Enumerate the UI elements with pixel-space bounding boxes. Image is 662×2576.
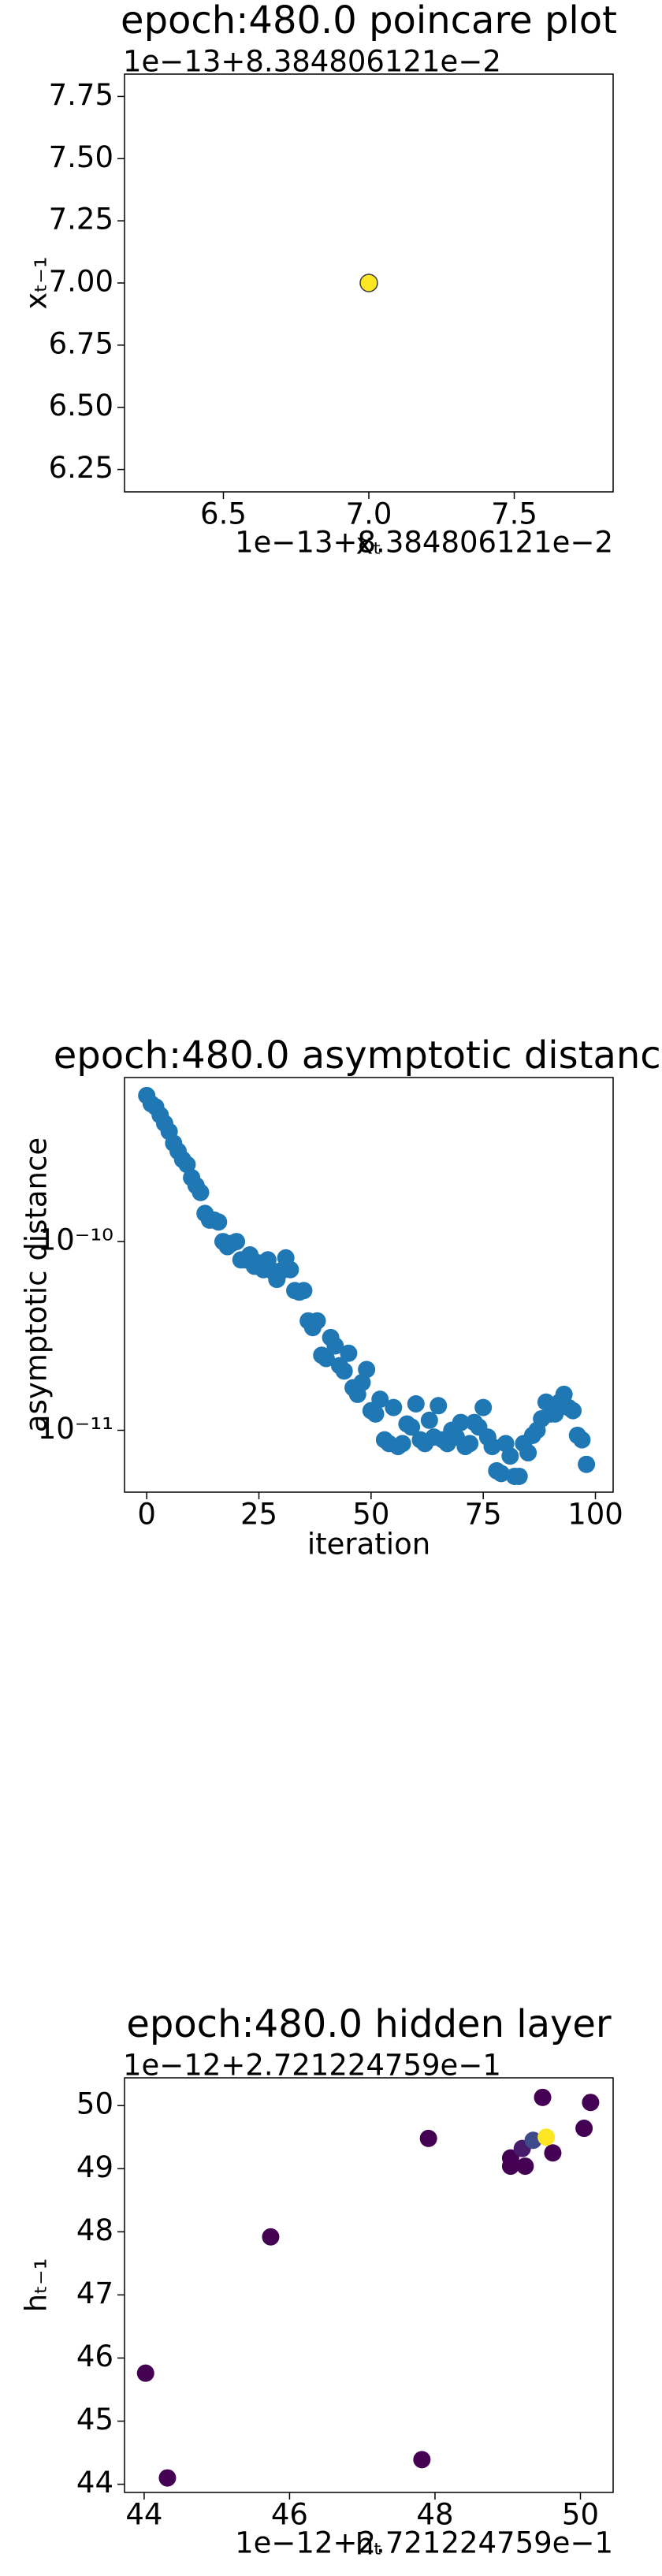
- point: [393, 1435, 411, 1453]
- point: [228, 1233, 246, 1251]
- x-axis-label: xₜ: [356, 527, 382, 561]
- point: [192, 1183, 210, 1201]
- x-tick-label: 50: [352, 1498, 389, 1532]
- offset-text: 1e−13+8.384806121e−2: [123, 45, 501, 79]
- point: [492, 1465, 510, 1483]
- point: [519, 1444, 537, 1462]
- point: [295, 1282, 313, 1300]
- y-tick-label: 10⁻¹⁰: [38, 1223, 113, 1257]
- point: [335, 1362, 353, 1380]
- point: [359, 274, 378, 292]
- y-tick-label: 47: [76, 2276, 113, 2310]
- point: [340, 1344, 358, 1362]
- x-axis-label: hₜ: [355, 2528, 382, 2562]
- point: [308, 1312, 326, 1330]
- point: [262, 2228, 280, 2246]
- point: [366, 1405, 385, 1423]
- point: [452, 1413, 470, 1431]
- x-tick-label: 100: [567, 1498, 623, 1532]
- y-tick-label: 50: [76, 2087, 113, 2121]
- x-tick-label: 7.0: [346, 497, 392, 531]
- point: [403, 1418, 421, 1436]
- plot-area: [124, 2077, 614, 2493]
- y-tick-label: 44: [76, 2466, 113, 2500]
- x-tick-label: 6.5: [200, 497, 247, 531]
- point: [210, 1213, 228, 1231]
- point: [555, 1385, 573, 1403]
- point: [516, 2157, 534, 2176]
- point: [385, 1398, 403, 1416]
- x-axis-label: iteration: [307, 1528, 430, 1562]
- point: [564, 1402, 582, 1420]
- point: [501, 2157, 519, 2176]
- offset-text: 1e−12+2.721224759e−1: [235, 2526, 613, 2560]
- point: [461, 1435, 479, 1453]
- point: [582, 2094, 600, 2112]
- point: [483, 1438, 501, 1456]
- point: [510, 1467, 528, 1485]
- point: [420, 1411, 438, 1429]
- point: [358, 1361, 376, 1379]
- y-tick-label: 46: [76, 2340, 113, 2373]
- x-tick-label: 75: [465, 1498, 502, 1532]
- point: [136, 2364, 154, 2382]
- y-tick-label: 6.50: [49, 389, 113, 423]
- y-tick-label: 45: [76, 2403, 113, 2436]
- point: [326, 1337, 344, 1355]
- point: [317, 1349, 335, 1368]
- point: [419, 2129, 437, 2147]
- chart-title: epoch:480.0 hidden layer: [126, 2002, 612, 2046]
- point: [544, 2144, 562, 2162]
- y-axis-label: xₜ₋₁: [20, 256, 54, 309]
- y-axis-label: hₜ₋₁: [20, 2258, 54, 2313]
- y-tick-label: 49: [76, 2150, 113, 2184]
- x-tick-label: 7.5: [491, 497, 537, 531]
- chart-title: epoch:480.0 poincare plot: [121, 0, 617, 43]
- point: [578, 1455, 596, 1473]
- y-tick-label: 7.00: [49, 265, 113, 299]
- point: [158, 2469, 177, 2487]
- y-tick-label: 7.75: [49, 78, 113, 112]
- point: [407, 1395, 425, 1413]
- x-tick-label: 50: [562, 2498, 599, 2532]
- x-tick-label: 46: [271, 2498, 308, 2532]
- point: [501, 1447, 519, 1465]
- point: [573, 1431, 591, 1449]
- y-tick-label: 48: [76, 2213, 113, 2247]
- point: [178, 1156, 196, 1174]
- x-tick-label: 25: [240, 1498, 277, 1532]
- x-tick-label: 0: [137, 1498, 156, 1532]
- point: [524, 2131, 542, 2150]
- point: [430, 1397, 448, 1415]
- y-tick-label: 10⁻¹¹: [38, 1412, 113, 1446]
- y-tick-label: 6.25: [49, 451, 113, 485]
- offset-text: 1e−12+2.721224759e−1: [123, 2049, 501, 2083]
- x-tick-label: 44: [125, 2498, 162, 2532]
- y-axis-label: asymptotic distance: [20, 1137, 54, 1432]
- point: [537, 2128, 556, 2146]
- point: [281, 1260, 299, 1279]
- chart-title: epoch:480.0 asymptotic distance: [54, 1033, 662, 1078]
- y-tick-label: 6.75: [49, 326, 113, 360]
- x-tick-label: 48: [416, 2498, 453, 2532]
- y-tick-label: 7.25: [49, 203, 113, 236]
- point: [413, 2451, 431, 2469]
- point: [575, 2120, 593, 2138]
- point: [534, 2088, 552, 2106]
- y-tick-label: 7.50: [49, 140, 113, 174]
- point: [371, 1390, 389, 1409]
- plot-area: [124, 1077, 614, 1493]
- point: [353, 1373, 371, 1391]
- offset-text: 1e−13+8.384806121e−2: [235, 526, 613, 560]
- point: [474, 1398, 493, 1416]
